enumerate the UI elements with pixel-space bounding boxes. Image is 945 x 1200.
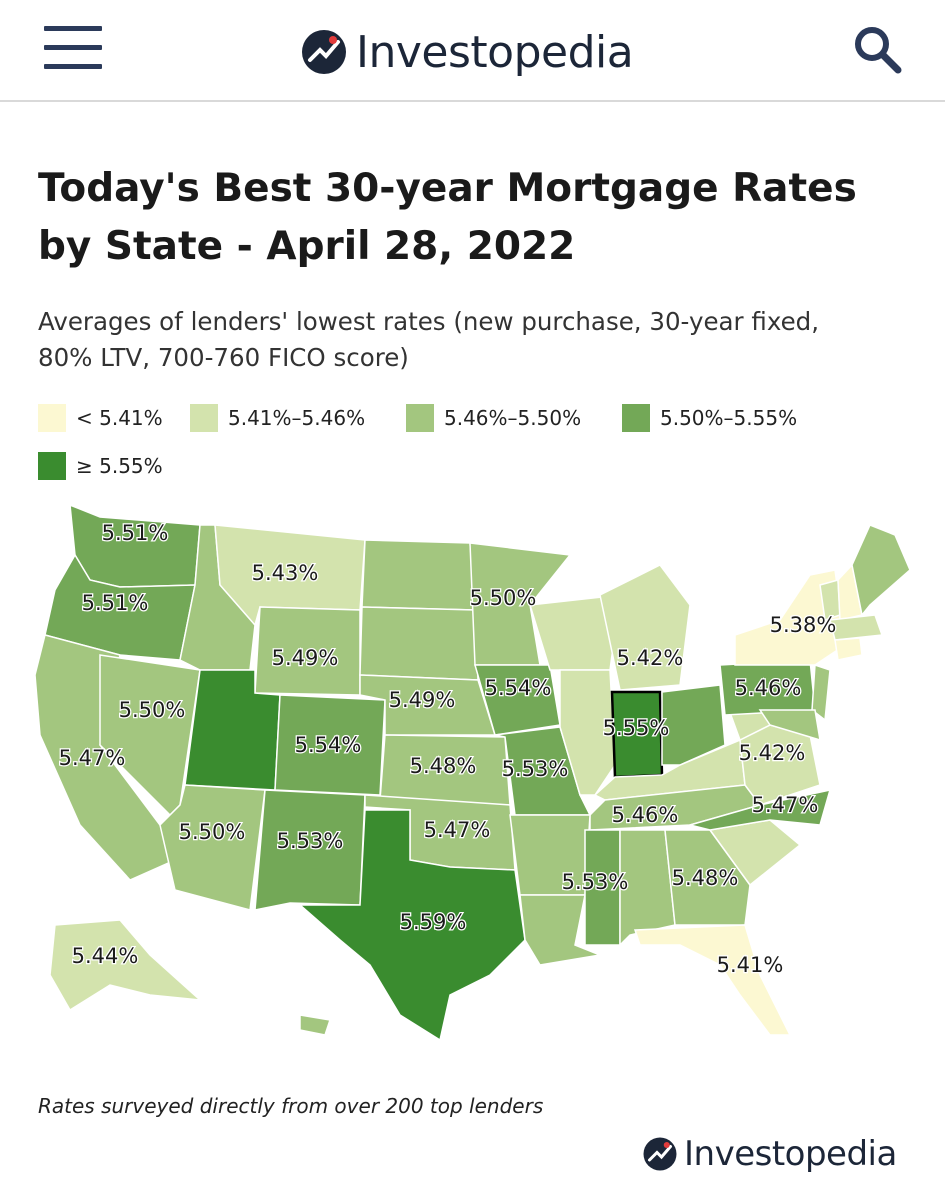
state-value-label: 5.48% [672,866,739,890]
brand-logo[interactable]: Investopedia [300,22,634,82]
state-north-dakota[interactable] [361,539,476,611]
state-connecticut[interactable] [834,637,863,661]
chart-subtitle: Averages of lenders' lowest rates (new p… [38,304,918,376]
legend-label: < 5.41% [76,406,163,430]
state-washington[interactable] [69,503,201,588]
legend-item: < 5.41% [38,404,163,432]
state-value-label: 5.44% [72,944,139,968]
legend-swatch [190,404,218,432]
legend-item: 5.41%–5.46% [190,404,365,432]
investopedia-logo-icon [302,30,346,74]
state-value-label: 5.55% [603,716,670,740]
state-hawaii[interactable] [299,1014,331,1036]
title-line-2: by State - April 28, 2022 [38,224,576,269]
legend-swatch [622,404,650,432]
state-new-jersey[interactable] [811,663,831,722]
hamburger-menu-icon[interactable] [44,24,104,72]
state-value-label: 5.51% [82,591,149,615]
state-south-dakota[interactable] [359,606,479,681]
title-line-1: Today's Best 30-year Mortgage Rates [38,166,857,211]
brand-name: Investopedia [356,26,634,78]
state-texas[interactable] [298,809,526,1042]
subtitle-line-2: 80% LTV, 700-760 FICO score) [38,343,409,372]
state-value-label: 5.38% [770,613,837,637]
state-massachusetts[interactable] [829,614,884,641]
state-value-label: 5.49% [272,646,339,670]
state-minnesota[interactable] [469,542,572,666]
state-value-label: 5.50% [119,698,186,722]
state-michigan[interactable] [599,564,691,691]
state-value-label: 5.53% [277,829,344,853]
legend-swatch [38,452,66,480]
state-value-label: 5.43% [252,561,319,585]
state-georgia[interactable] [664,829,751,926]
state-value-label: 5.46% [735,676,802,700]
state-value-label: 5.47% [424,818,491,842]
legend-swatch [406,404,434,432]
state-value-label: 5.41% [717,953,784,977]
state-value-label: 5.47% [752,793,819,817]
investopedia-logo-icon [643,1137,677,1171]
legend-label: 5.50%–5.55% [660,406,798,430]
legend-label: 5.46%–5.50% [444,406,582,430]
state-value-label: 5.50% [179,820,246,844]
state-value-label: 5.42% [739,741,806,765]
state-value-label: 5.46% [612,803,679,827]
footer-brand-name: Investopedia [684,1134,897,1174]
state-maryland[interactable] [758,709,821,742]
legend-item: 5.46%–5.50% [406,404,581,432]
state-value-labels: 5.51% 5.51% 5.43% 5.50% 5.38% 5.42% 5.49% 5.54%… [57,520,837,979]
state-value-label: 5.47% [59,746,126,770]
legend-item: ≥ 5.55% [38,452,163,480]
state-value-label: 5.54% [295,733,362,757]
state-alaska[interactable] [49,919,203,1012]
state-value-label: 5.48% [410,754,477,778]
state-value-label: 5.53% [502,757,569,781]
us-choropleth-map: 5.51% 5.51% 5.43% 5.50% 5.38% 5.42% 5.49% 5.54%… [0,495,945,1075]
state-maine[interactable] [851,524,911,617]
legend-item: 5.50%–5.55% [622,404,797,432]
state-florida[interactable] [633,924,792,1036]
legend-label: ≥ 5.55% [76,454,163,478]
footnote: Rates surveyed directly from over 200 to… [38,1094,544,1118]
state-value-label: 5.49% [389,688,456,712]
legend-label: 5.41%–5.46% [228,406,366,430]
top-navigation-bar: Investopedia [0,0,945,102]
legend-swatch [38,404,66,432]
state-value-label: 5.51% [102,521,169,545]
state-new-mexico[interactable] [254,789,366,911]
search-icon[interactable] [850,22,906,78]
footer-brand: Investopedia [642,1134,897,1174]
subtitle-line-1: Averages of lenders' lowest rates (new p… [38,307,819,336]
map-svg: 5.51% 5.51% 5.43% 5.50% 5.38% 5.42% 5.49% 5.54%… [34,503,911,1042]
state-value-label: 5.42% [617,646,684,670]
page-title: Today's Best 30-year Mortgage Rates by S… [38,160,898,276]
state-value-label: 5.54% [485,676,552,700]
state-value-label: 5.59% [400,910,467,934]
state-value-label: 5.50% [470,586,537,610]
state-value-label: 5.53% [562,870,629,894]
